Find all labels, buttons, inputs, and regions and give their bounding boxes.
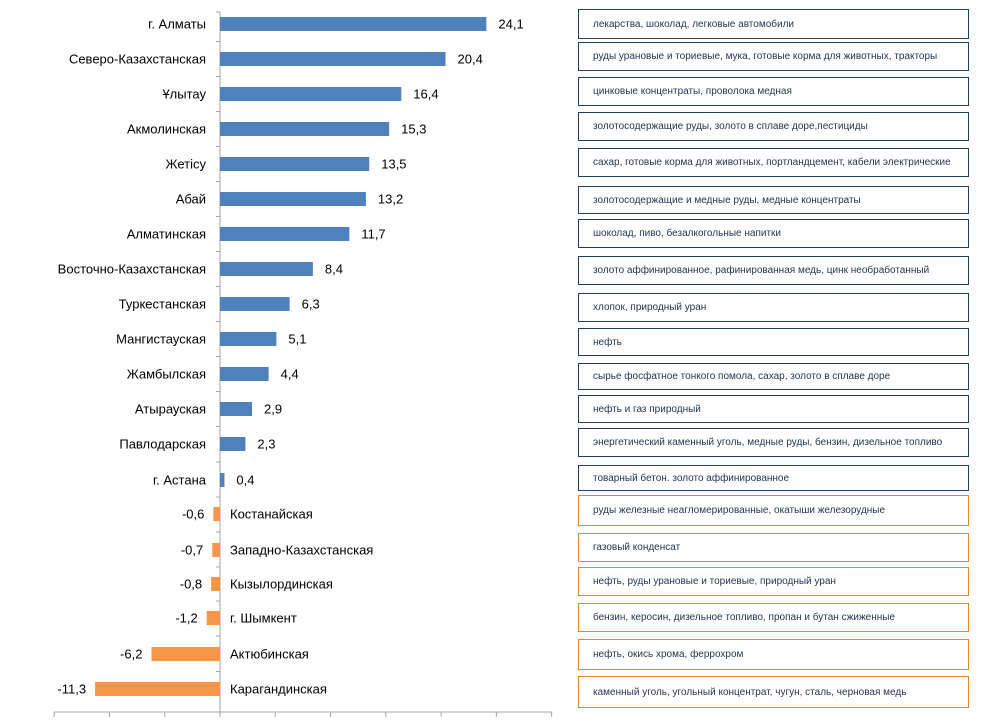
annotation-box: золотосодержащие руды, золото в сплаве д… bbox=[578, 112, 969, 141]
annotation-box: шоколад, пиво, безалкогольные напитки bbox=[578, 219, 969, 248]
bar bbox=[213, 507, 220, 521]
data-label: -6,2 bbox=[120, 647, 142, 662]
annotation-box: золотосодержащие и медные руды, медные к… bbox=[578, 186, 969, 214]
axis-layer bbox=[53, 11, 553, 717]
data-label: 20,4 bbox=[458, 52, 483, 67]
category-label: Западно-Казахстанская bbox=[230, 543, 373, 558]
bar bbox=[220, 473, 225, 487]
data-label: 11,7 bbox=[361, 227, 385, 242]
bar bbox=[220, 52, 446, 66]
bar bbox=[212, 543, 220, 557]
bar-layer bbox=[95, 17, 487, 696]
bar bbox=[211, 577, 220, 591]
data-label: 24,1 bbox=[498, 17, 523, 32]
category-label: Жетісу bbox=[166, 157, 207, 172]
label-layer: г. Алматы 24,1 Северо-Казахстанская 20,4 Ұлы… bbox=[57, 17, 523, 697]
annotation-box: нефть и газ природный bbox=[578, 395, 969, 423]
data-label: -11,3 bbox=[57, 682, 86, 697]
category-label: г. Алматы bbox=[148, 17, 206, 32]
annotation-box: нефть bbox=[578, 328, 969, 356]
category-label: Жамбылская bbox=[127, 367, 206, 382]
bar bbox=[220, 122, 390, 136]
bar bbox=[220, 17, 487, 31]
data-label: 4,4 bbox=[281, 367, 299, 382]
data-label: 13,5 bbox=[381, 157, 406, 172]
data-label: 15,3 bbox=[401, 122, 426, 137]
category-label: Костанайская bbox=[230, 507, 313, 522]
data-label: 2,9 bbox=[264, 402, 282, 417]
data-label: 13,2 bbox=[378, 192, 403, 207]
bar bbox=[220, 157, 370, 171]
bar bbox=[151, 647, 220, 661]
bar bbox=[220, 87, 402, 101]
category-label: Ұлытау bbox=[162, 87, 206, 102]
category-label: Павлодарская bbox=[119, 437, 206, 452]
data-label: 8,4 bbox=[325, 262, 343, 277]
annotation-box: хлопок, природный уран bbox=[578, 293, 969, 322]
bar bbox=[220, 192, 366, 206]
annotation-box: сырье фосфатное тонкого помола, сахар, з… bbox=[578, 363, 969, 390]
category-label: г. Астана bbox=[153, 473, 207, 488]
bar bbox=[206, 611, 220, 625]
annotation-box: товарный бетон. золото аффинированное bbox=[578, 465, 969, 491]
bar bbox=[220, 367, 269, 381]
data-label: -0,7 bbox=[181, 543, 203, 558]
data-label: 16,4 bbox=[413, 87, 438, 102]
bar bbox=[220, 297, 290, 311]
category-label: Туркестанская bbox=[119, 297, 206, 312]
data-label: 2,3 bbox=[257, 437, 275, 452]
bar bbox=[220, 332, 277, 346]
bar-chart: г. Алматы 24,1 Северо-Казахстанская 20,4 Ұлы… bbox=[53, 11, 553, 717]
data-label: 0,4 bbox=[236, 473, 254, 488]
bar bbox=[220, 437, 246, 451]
category-label: Восточно-Казахстанская bbox=[58, 262, 206, 277]
category-label: Кызылординская bbox=[230, 577, 333, 592]
data-label: -1,2 bbox=[175, 611, 197, 626]
annotation-box: руды урановые и ториевые, мука, готовые … bbox=[578, 42, 969, 71]
annotation-box: бензин, керосин, дизельное топливо, проп… bbox=[578, 603, 969, 632]
category-label: Мангистауская bbox=[116, 332, 206, 347]
annotation-box: лекарства, шоколад, легковые автомобили bbox=[578, 9, 969, 39]
data-label: -0,6 bbox=[182, 507, 204, 522]
bar bbox=[220, 262, 313, 276]
category-label: Северо-Казахстанская bbox=[69, 52, 206, 67]
annotation-box: газовый конденсат bbox=[578, 533, 969, 562]
annotation-box: нефть, руды урановые и ториевые, природн… bbox=[578, 567, 969, 596]
annotation-box: энергетический каменный уголь, медные ру… bbox=[578, 428, 969, 457]
annotation-box: цинковые концентраты, проволока медная bbox=[578, 77, 969, 106]
category-label: Абай bbox=[176, 192, 206, 207]
annotation-box: сахар, готовые корма для животных, портл… bbox=[578, 148, 969, 177]
category-label: Атырауская bbox=[135, 402, 206, 417]
annotation-box: золото аффинированное, рафинированная ме… bbox=[578, 256, 969, 285]
bar bbox=[220, 227, 350, 241]
data-label: 5,1 bbox=[288, 332, 306, 347]
annotation-box: каменный уголь, угольный концентрат, чуг… bbox=[578, 676, 969, 708]
data-label: 6,3 bbox=[302, 297, 320, 312]
category-label: Акмолинская bbox=[127, 122, 206, 137]
annotation-box: нефть, окись хрома, феррохром bbox=[578, 639, 969, 670]
bar bbox=[95, 682, 220, 696]
category-label: г. Шымкент bbox=[230, 611, 297, 626]
annotation-box: руды железные неагломерированные, окатыш… bbox=[578, 495, 969, 526]
data-label: -0,8 bbox=[180, 577, 202, 592]
bar bbox=[220, 402, 253, 416]
category-label: Актюбинская bbox=[230, 647, 309, 662]
category-label: Алматинская bbox=[127, 227, 206, 242]
category-label: Карагандинская bbox=[230, 682, 327, 697]
